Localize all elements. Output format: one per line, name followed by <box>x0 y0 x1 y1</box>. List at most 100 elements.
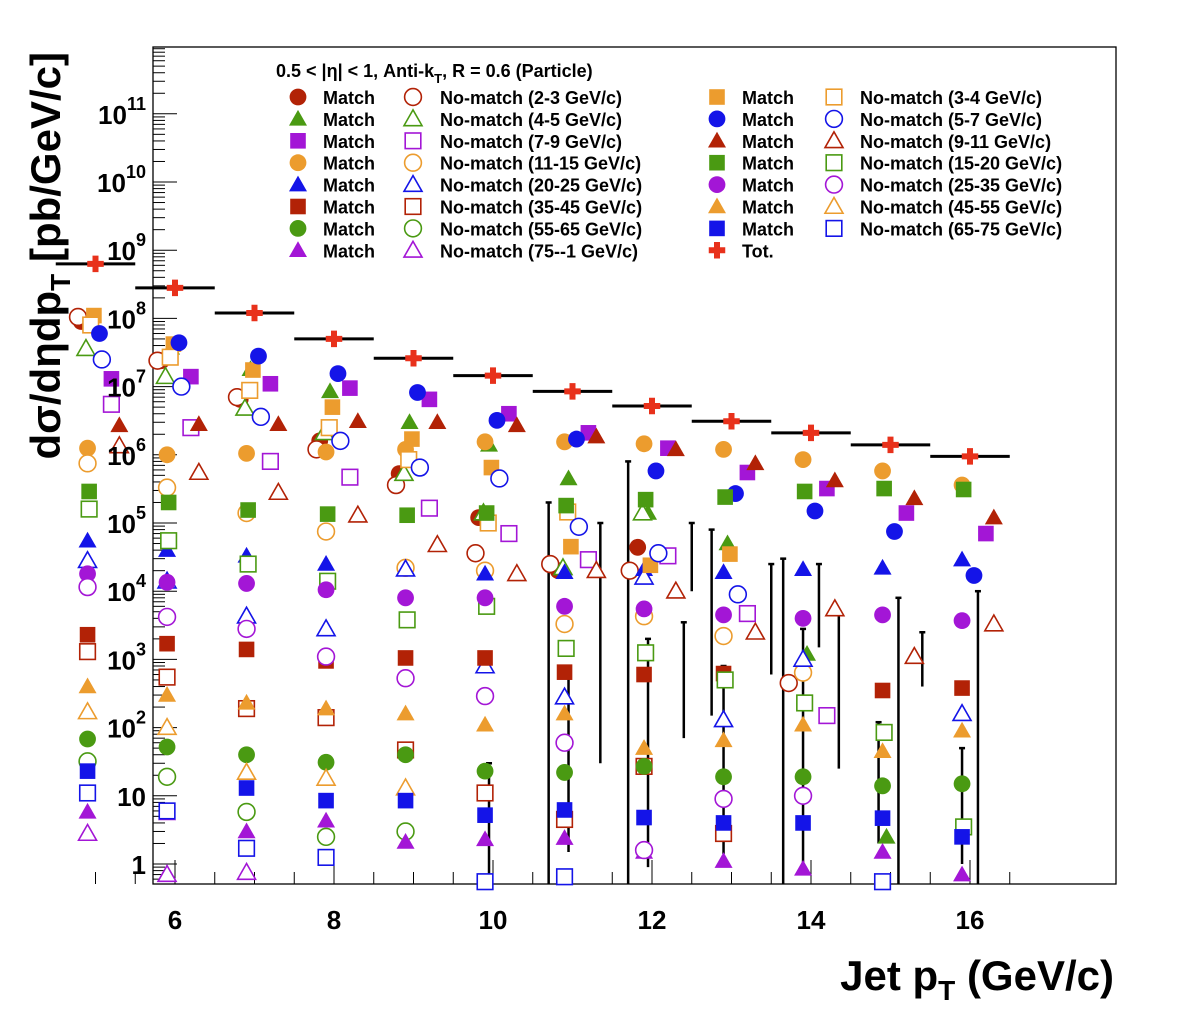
match-point <box>555 704 574 721</box>
legend-label-nomatch: No-match (35-45 GeV/c) <box>440 198 642 218</box>
match-point <box>324 399 341 415</box>
y-tick-base: 10 <box>98 100 127 130</box>
match-point <box>955 481 972 498</box>
chart-title-main: 0.5 < |η| < 1, Anti-k <box>276 61 435 81</box>
y-tick-base: 10 <box>107 509 136 539</box>
match-point <box>317 811 336 828</box>
legend-marker-match <box>709 220 725 237</box>
x-tick-label: 10 <box>479 905 508 935</box>
match-point <box>421 391 438 408</box>
y-tick-exponent: 4 <box>136 571 146 591</box>
axis-ticks <box>95 48 1011 884</box>
legend-marker-match <box>289 88 307 106</box>
nomatch-point <box>824 598 846 617</box>
match-point <box>587 427 606 444</box>
y-tick-base: 10 <box>97 168 126 198</box>
nomatch-point <box>316 647 336 666</box>
match-point <box>250 347 267 365</box>
legend-label-nomatch: No-match (9-11 GeV/c) <box>860 132 1051 152</box>
y-tick-base: 1 <box>132 850 146 880</box>
nomatch-point <box>188 461 210 481</box>
match-point <box>476 564 495 581</box>
legend-marker-match <box>709 89 725 105</box>
legend-label-match: Match <box>323 88 375 108</box>
legend-label-nomatch: No-match (25-35 GeV/c) <box>860 176 1062 196</box>
nomatch-point <box>331 431 350 451</box>
legend-label-nomatch: No-match (45-55 GeV/c) <box>860 198 1062 218</box>
y-tick-exponent: 8 <box>136 298 146 318</box>
match-point <box>488 411 506 429</box>
match-point <box>556 764 573 781</box>
match-point <box>666 440 685 457</box>
match-point <box>794 715 813 732</box>
nomatch-point <box>236 861 257 881</box>
match-point <box>238 780 255 796</box>
legend-marker-nomatch <box>402 108 424 127</box>
legend-label-match: Match <box>323 176 375 196</box>
nomatch-point <box>156 716 178 736</box>
match-point <box>269 415 288 432</box>
match-point <box>555 829 574 845</box>
legend-label-nomatch: No-match (7-9 GeV/c) <box>440 132 622 152</box>
y-tick-label: 107 <box>107 367 146 403</box>
nomatch-point <box>500 524 518 543</box>
match-point <box>715 606 732 624</box>
y-axis-label-main: dσ/dηdp <box>22 291 69 460</box>
legend-marker-match <box>289 175 307 192</box>
nomatch-point <box>875 723 893 742</box>
nomatch-point <box>158 802 176 820</box>
match-point <box>714 563 733 579</box>
legend-label-match: Match <box>323 110 375 130</box>
match-point <box>715 815 732 831</box>
match-point <box>317 443 335 461</box>
y-tick-label: 10 <box>117 782 146 812</box>
legend-label-nomatch: No-match (5-7 GeV/c) <box>860 110 1042 130</box>
nomatch-point <box>420 499 439 517</box>
y-tick-exponent: 3 <box>136 639 146 659</box>
match-point <box>78 677 97 694</box>
legend-label-match: Match <box>323 219 375 239</box>
legend-marker-match <box>290 133 306 149</box>
total-point <box>246 304 263 322</box>
match-point <box>318 792 334 809</box>
total-point <box>802 424 820 442</box>
match-point <box>477 650 493 666</box>
match-point <box>91 325 108 342</box>
match-point <box>317 555 336 571</box>
y-tick-base: 10 <box>107 577 136 607</box>
nomatch-point <box>77 550 98 569</box>
nomatch-point <box>78 577 97 597</box>
match-point <box>874 810 891 826</box>
match-point <box>794 859 813 876</box>
match-point <box>81 483 97 500</box>
match-point <box>555 563 574 579</box>
nomatch-point <box>395 558 416 577</box>
y-tick-exponent: 10 <box>126 162 146 182</box>
match-point <box>476 589 494 607</box>
legend-label-nomatch: No-match (4-5 GeV/c) <box>440 110 622 130</box>
match-point <box>317 753 335 771</box>
match-point <box>559 469 578 486</box>
total-point <box>961 448 979 465</box>
nomatch-point <box>341 468 359 486</box>
x-tick-label: 8 <box>327 905 341 935</box>
nomatch-point <box>634 840 654 860</box>
match-point <box>238 641 255 658</box>
match-point <box>319 506 336 522</box>
match-point <box>873 742 892 759</box>
match-point <box>636 809 652 826</box>
nomatch-point <box>234 397 256 416</box>
match-point <box>953 721 972 738</box>
nomatch-point <box>818 706 836 725</box>
y-tick-label: 105 <box>107 503 146 539</box>
match-point <box>873 842 892 859</box>
nomatch-point <box>728 585 748 604</box>
nomatch-point <box>261 452 280 471</box>
nomatch-point <box>315 618 337 637</box>
nomatch-point <box>80 500 98 518</box>
match-point <box>746 454 765 471</box>
match-point <box>428 413 447 430</box>
y-tick-exponent: 5 <box>136 503 146 523</box>
match-point <box>342 380 358 396</box>
